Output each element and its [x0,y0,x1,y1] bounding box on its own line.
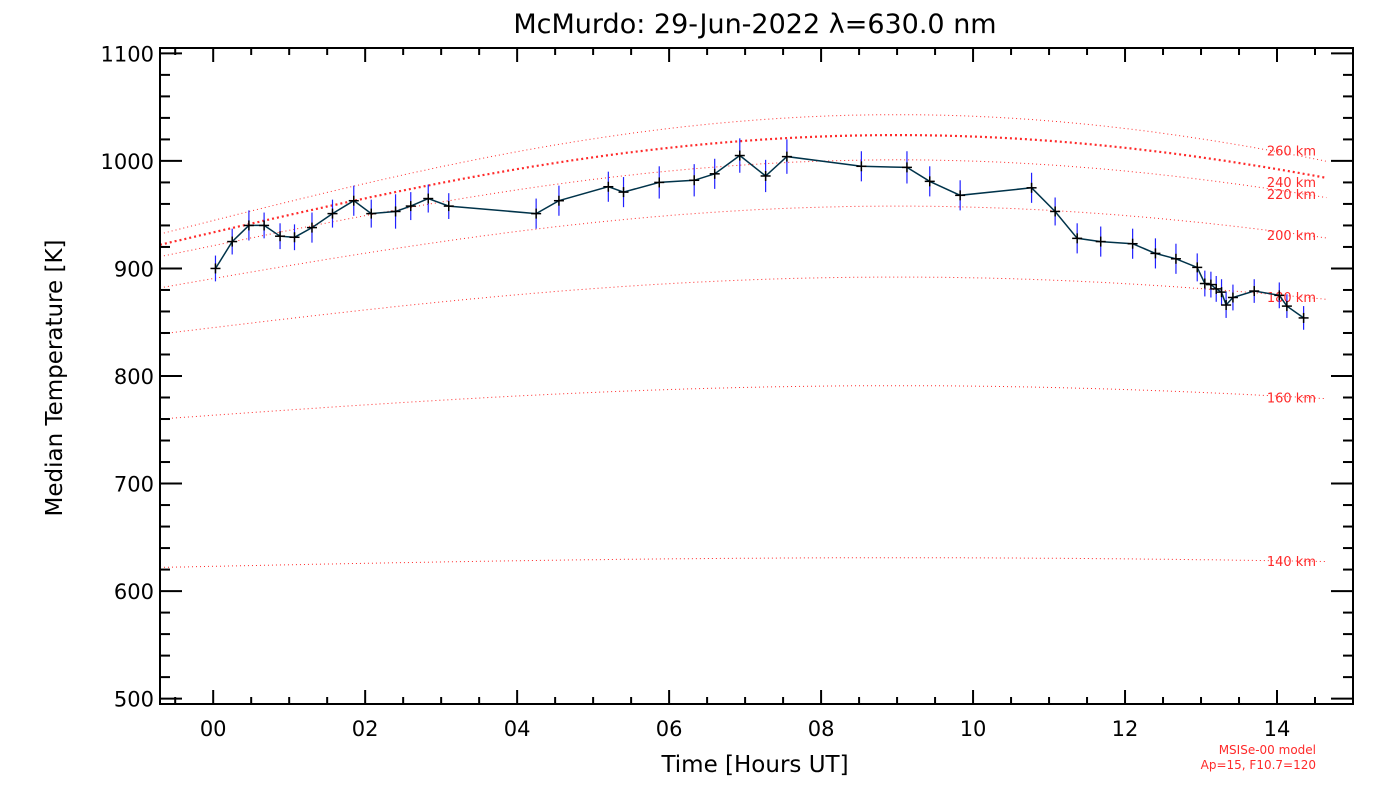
data-point [1221,300,1232,311]
data-point [603,181,614,192]
x-axis-label: Time [Hours UT] [660,752,848,778]
x-tick-label: 12 [1112,717,1139,741]
data-line [214,154,1305,319]
model-curve [159,159,1327,258]
data-point [306,222,317,233]
data-point [1170,253,1181,264]
data-point [390,206,401,217]
model-curve-label: 180 km [1267,291,1316,306]
data-point [423,193,434,204]
model-curve-label: 160 km [1267,391,1316,406]
data-point [1072,233,1083,244]
data-point [1127,238,1138,249]
x-tick-label: 02 [352,717,379,741]
data-point [781,151,792,162]
data-point [760,170,771,181]
data-point [901,162,912,173]
data-point [856,161,867,172]
y-tick-label: 500 [114,688,154,712]
x-tick-label: 00 [200,717,227,741]
data-point [1050,206,1061,217]
chart-title: McMurdo: 29-Jun-2022 λ=630.0 nm [513,9,996,40]
data-point [1205,279,1216,290]
data-point [1249,286,1260,297]
data-point [1150,248,1161,259]
data-point [1026,182,1037,193]
data-point [275,231,286,242]
y-tick-label: 900 [114,257,154,281]
data-point [734,150,745,161]
y-tick-label: 1100 [101,42,154,66]
data-point [1095,236,1106,247]
data-point [689,175,700,186]
model-curve-label: 240 km [1267,176,1316,191]
model-curve-label: 140 km [1267,555,1316,570]
model-curve-label: 200 km [1267,229,1316,244]
y-tick-label: 800 [114,365,154,389]
data-point [1216,287,1227,298]
x-tick-label: 04 [504,717,531,741]
model-curve [159,557,1327,568]
data-point [243,220,254,231]
model-note-line-1: MSISe-00 model [1219,743,1316,757]
x-tick-label: 10 [960,717,987,741]
data-point [955,190,966,201]
model-curve [159,205,1327,289]
data-point [259,220,270,231]
data-point [327,208,338,219]
data-point [1211,283,1222,294]
data-point [618,187,629,198]
data-point [1192,262,1203,273]
y-tick-label: 600 [114,580,154,604]
x-tick-label: 08 [808,717,835,741]
model-curve [159,385,1327,420]
data-point [227,236,238,247]
data-point [553,195,564,206]
data-point [1281,301,1292,312]
data-point [1227,292,1238,303]
y-tick-label: 700 [114,473,154,497]
data-point [1274,290,1285,301]
data-point [709,168,720,179]
model-curve-label: 220 km [1267,188,1316,203]
data-point [443,201,454,212]
data-point [531,208,542,219]
model-note-line-2: Ap=15, F10.7=120 [1201,758,1316,772]
data-point [405,201,416,212]
y-axis-label: Median Temperature [K] [42,240,68,517]
data-point [1199,278,1210,289]
model-curve [159,276,1327,335]
model-curve [159,114,1327,235]
data-point [924,176,935,187]
model-curve [159,134,1327,246]
data-point [289,232,300,243]
data-point [654,177,665,188]
plot-frame [159,47,1354,705]
model-curve-label: 260 km [1267,145,1316,160]
x-tick-label: 06 [656,717,683,741]
data-series [210,138,1309,330]
data-point [1298,312,1309,323]
data-point [366,208,377,219]
data-point [210,263,221,274]
axes: 00 02 04 06 08 10 12 14 500 600 700 800 900 1000 1100 [101,42,1354,741]
y-tick-label: 1000 [101,150,154,174]
data-point [348,195,359,206]
x-tick-label: 14 [1264,717,1291,741]
